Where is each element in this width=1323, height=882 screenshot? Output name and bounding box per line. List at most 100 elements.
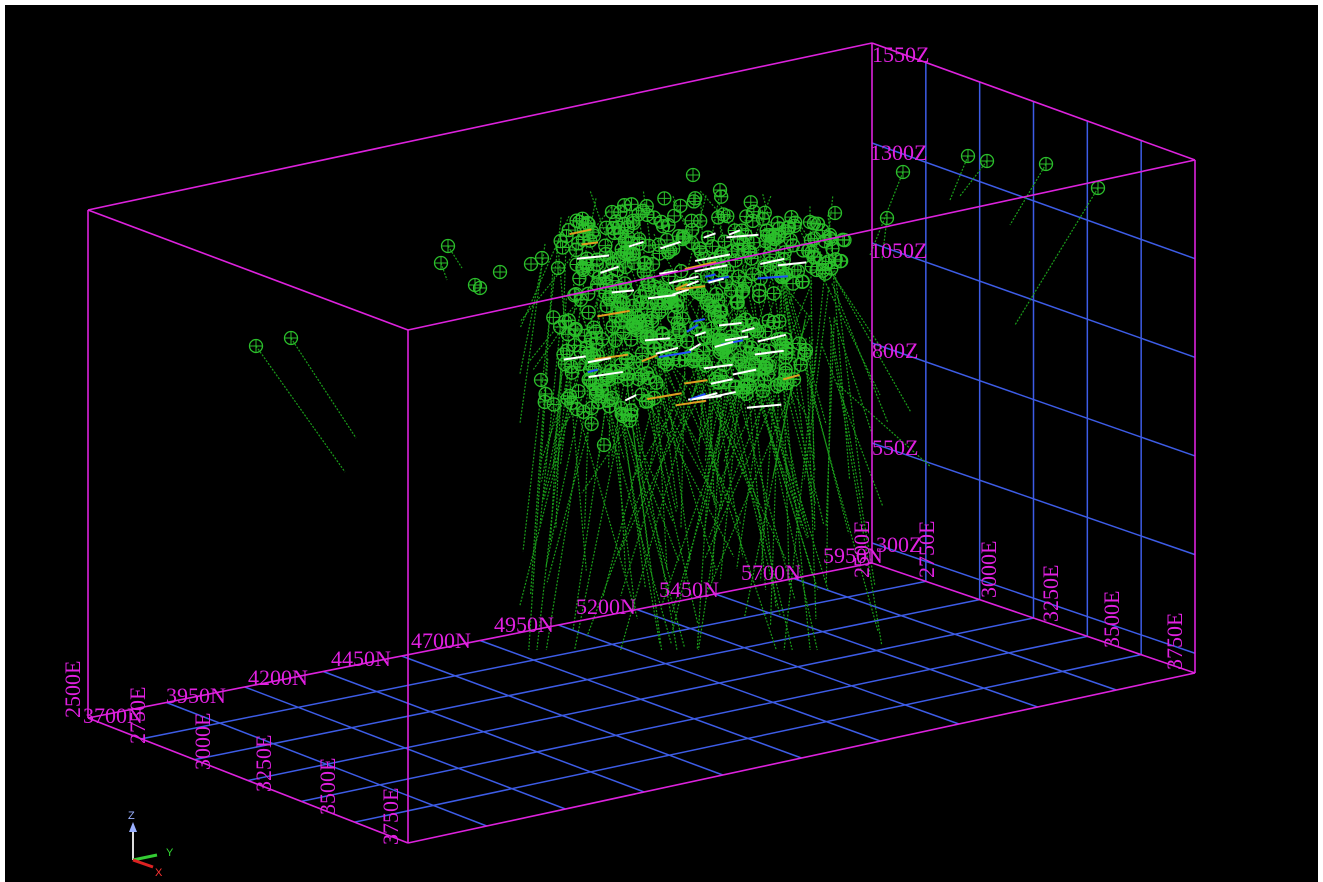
assay-intercept — [691, 392, 718, 401]
drillhole-trace — [540, 198, 597, 482]
drillhole-collar — [283, 330, 299, 346]
drillhole-trace — [575, 220, 685, 406]
drillhole-trace — [596, 303, 636, 609]
e-right-label-3500: 3500E — [1099, 591, 1124, 648]
assay-intercept — [659, 240, 681, 250]
drillhole-trace — [780, 356, 811, 651]
e-right-label-3250: 3250E — [1038, 565, 1063, 622]
drillhole-trace — [621, 305, 646, 496]
drillhole-collar — [679, 334, 695, 349]
z-label-300: 300Z — [876, 532, 922, 557]
assay-intercept — [693, 318, 706, 323]
drillhole-trace — [701, 383, 787, 561]
n-label-5700: 5700N — [741, 560, 801, 585]
assay-intercept — [760, 257, 785, 266]
assay-intercept — [569, 228, 592, 236]
e-left-label-3500: 3500E — [315, 758, 340, 815]
assay-intercept — [690, 392, 706, 401]
drillhole-trace — [825, 324, 832, 584]
drillhole-collar — [604, 390, 620, 406]
floor-grid-line-n — [479, 639, 802, 759]
drillhole-collar — [604, 204, 620, 220]
drillhole-trace — [671, 274, 774, 613]
drillhole-collar — [804, 259, 819, 274]
assay-intercept — [600, 265, 619, 274]
floor-grid-line-n — [401, 655, 724, 776]
drillhole-collar — [827, 205, 843, 221]
drillhole-collar — [598, 370, 614, 385]
drillhole-collar — [598, 246, 614, 262]
drillhole-collar — [735, 358, 750, 373]
assay-intercept — [684, 379, 708, 385]
drillhole-collar — [735, 283, 751, 298]
drillhole-trace — [805, 338, 817, 620]
3d-viewport[interactable] — [5, 5, 1318, 882]
drillhole-trace — [799, 229, 881, 396]
assay-intercept — [644, 337, 670, 342]
drillhole-collar — [787, 262, 802, 277]
drillhole-trace — [704, 311, 813, 559]
drillhole-collar — [761, 313, 776, 328]
drillhole-collar — [537, 394, 552, 410]
drillhole-trace — [828, 214, 851, 481]
drillhole-collar — [787, 218, 802, 234]
drillhole-collar — [552, 319, 568, 335]
drillhole-collar — [644, 310, 659, 326]
drillhole-trace — [736, 363, 768, 569]
drillhole-trace — [519, 215, 570, 329]
drillhole-collar — [772, 221, 787, 236]
x-axis-label: X — [155, 867, 163, 879]
drillhole-trace — [605, 283, 700, 447]
drillhole-trace — [949, 155, 969, 201]
drillhole-trace — [741, 287, 777, 607]
drillhole-trace — [697, 368, 742, 651]
drillhole-trace — [754, 388, 819, 590]
assay-intercept — [757, 333, 786, 343]
drillholes-layer — [248, 148, 1106, 651]
drillhole-collar — [895, 164, 911, 180]
drillhole-trace — [803, 287, 830, 480]
drillhole-trace — [528, 358, 549, 651]
drillhole-trace — [696, 367, 716, 651]
assay-intercept — [777, 261, 807, 267]
drillhole-collar — [588, 382, 604, 397]
drillhole-collar — [657, 191, 672, 206]
drillhole-trace — [695, 248, 770, 371]
box-edge — [871, 42, 1196, 161]
box-edge — [87, 717, 409, 844]
drillhole-collar — [652, 281, 668, 296]
drillhole-trace — [719, 375, 742, 579]
drillhole-collar — [1038, 156, 1054, 172]
assay-intercept — [686, 280, 699, 287]
drillhole-trace — [719, 349, 780, 482]
drillhole-collar — [621, 230, 636, 245]
drillhole-collar — [533, 372, 549, 388]
drillhole-trace — [719, 329, 796, 601]
n-label-5450: 5450N — [659, 577, 719, 602]
drillhole-collar — [635, 346, 650, 361]
drillhole-trace — [834, 319, 873, 435]
drillhole-collar — [698, 358, 713, 373]
drillhole-collar — [599, 220, 614, 235]
drillhole-collar — [675, 229, 691, 244]
drillhole-collar — [712, 182, 728, 198]
drillhole-trace — [606, 239, 627, 574]
assay-intercept — [703, 232, 716, 239]
assay-intercept — [668, 275, 699, 285]
drillhole-collar — [713, 316, 729, 331]
assay-intercept — [703, 363, 733, 370]
drillhole-collar — [728, 379, 743, 394]
drillhole-trace — [552, 294, 568, 470]
drillhole-collar — [556, 347, 571, 362]
floor-grid-line-n — [244, 686, 566, 810]
drillhole-trace — [777, 228, 797, 370]
box-edge — [87, 562, 873, 719]
assay-intercept — [655, 346, 679, 355]
drillhole-trace — [545, 286, 606, 568]
drillhole-collar — [751, 288, 767, 304]
assay-intercept — [688, 342, 702, 352]
drillhole-trace — [699, 190, 776, 277]
drillhole-trace — [688, 317, 706, 428]
assay-intercept — [741, 327, 755, 333]
